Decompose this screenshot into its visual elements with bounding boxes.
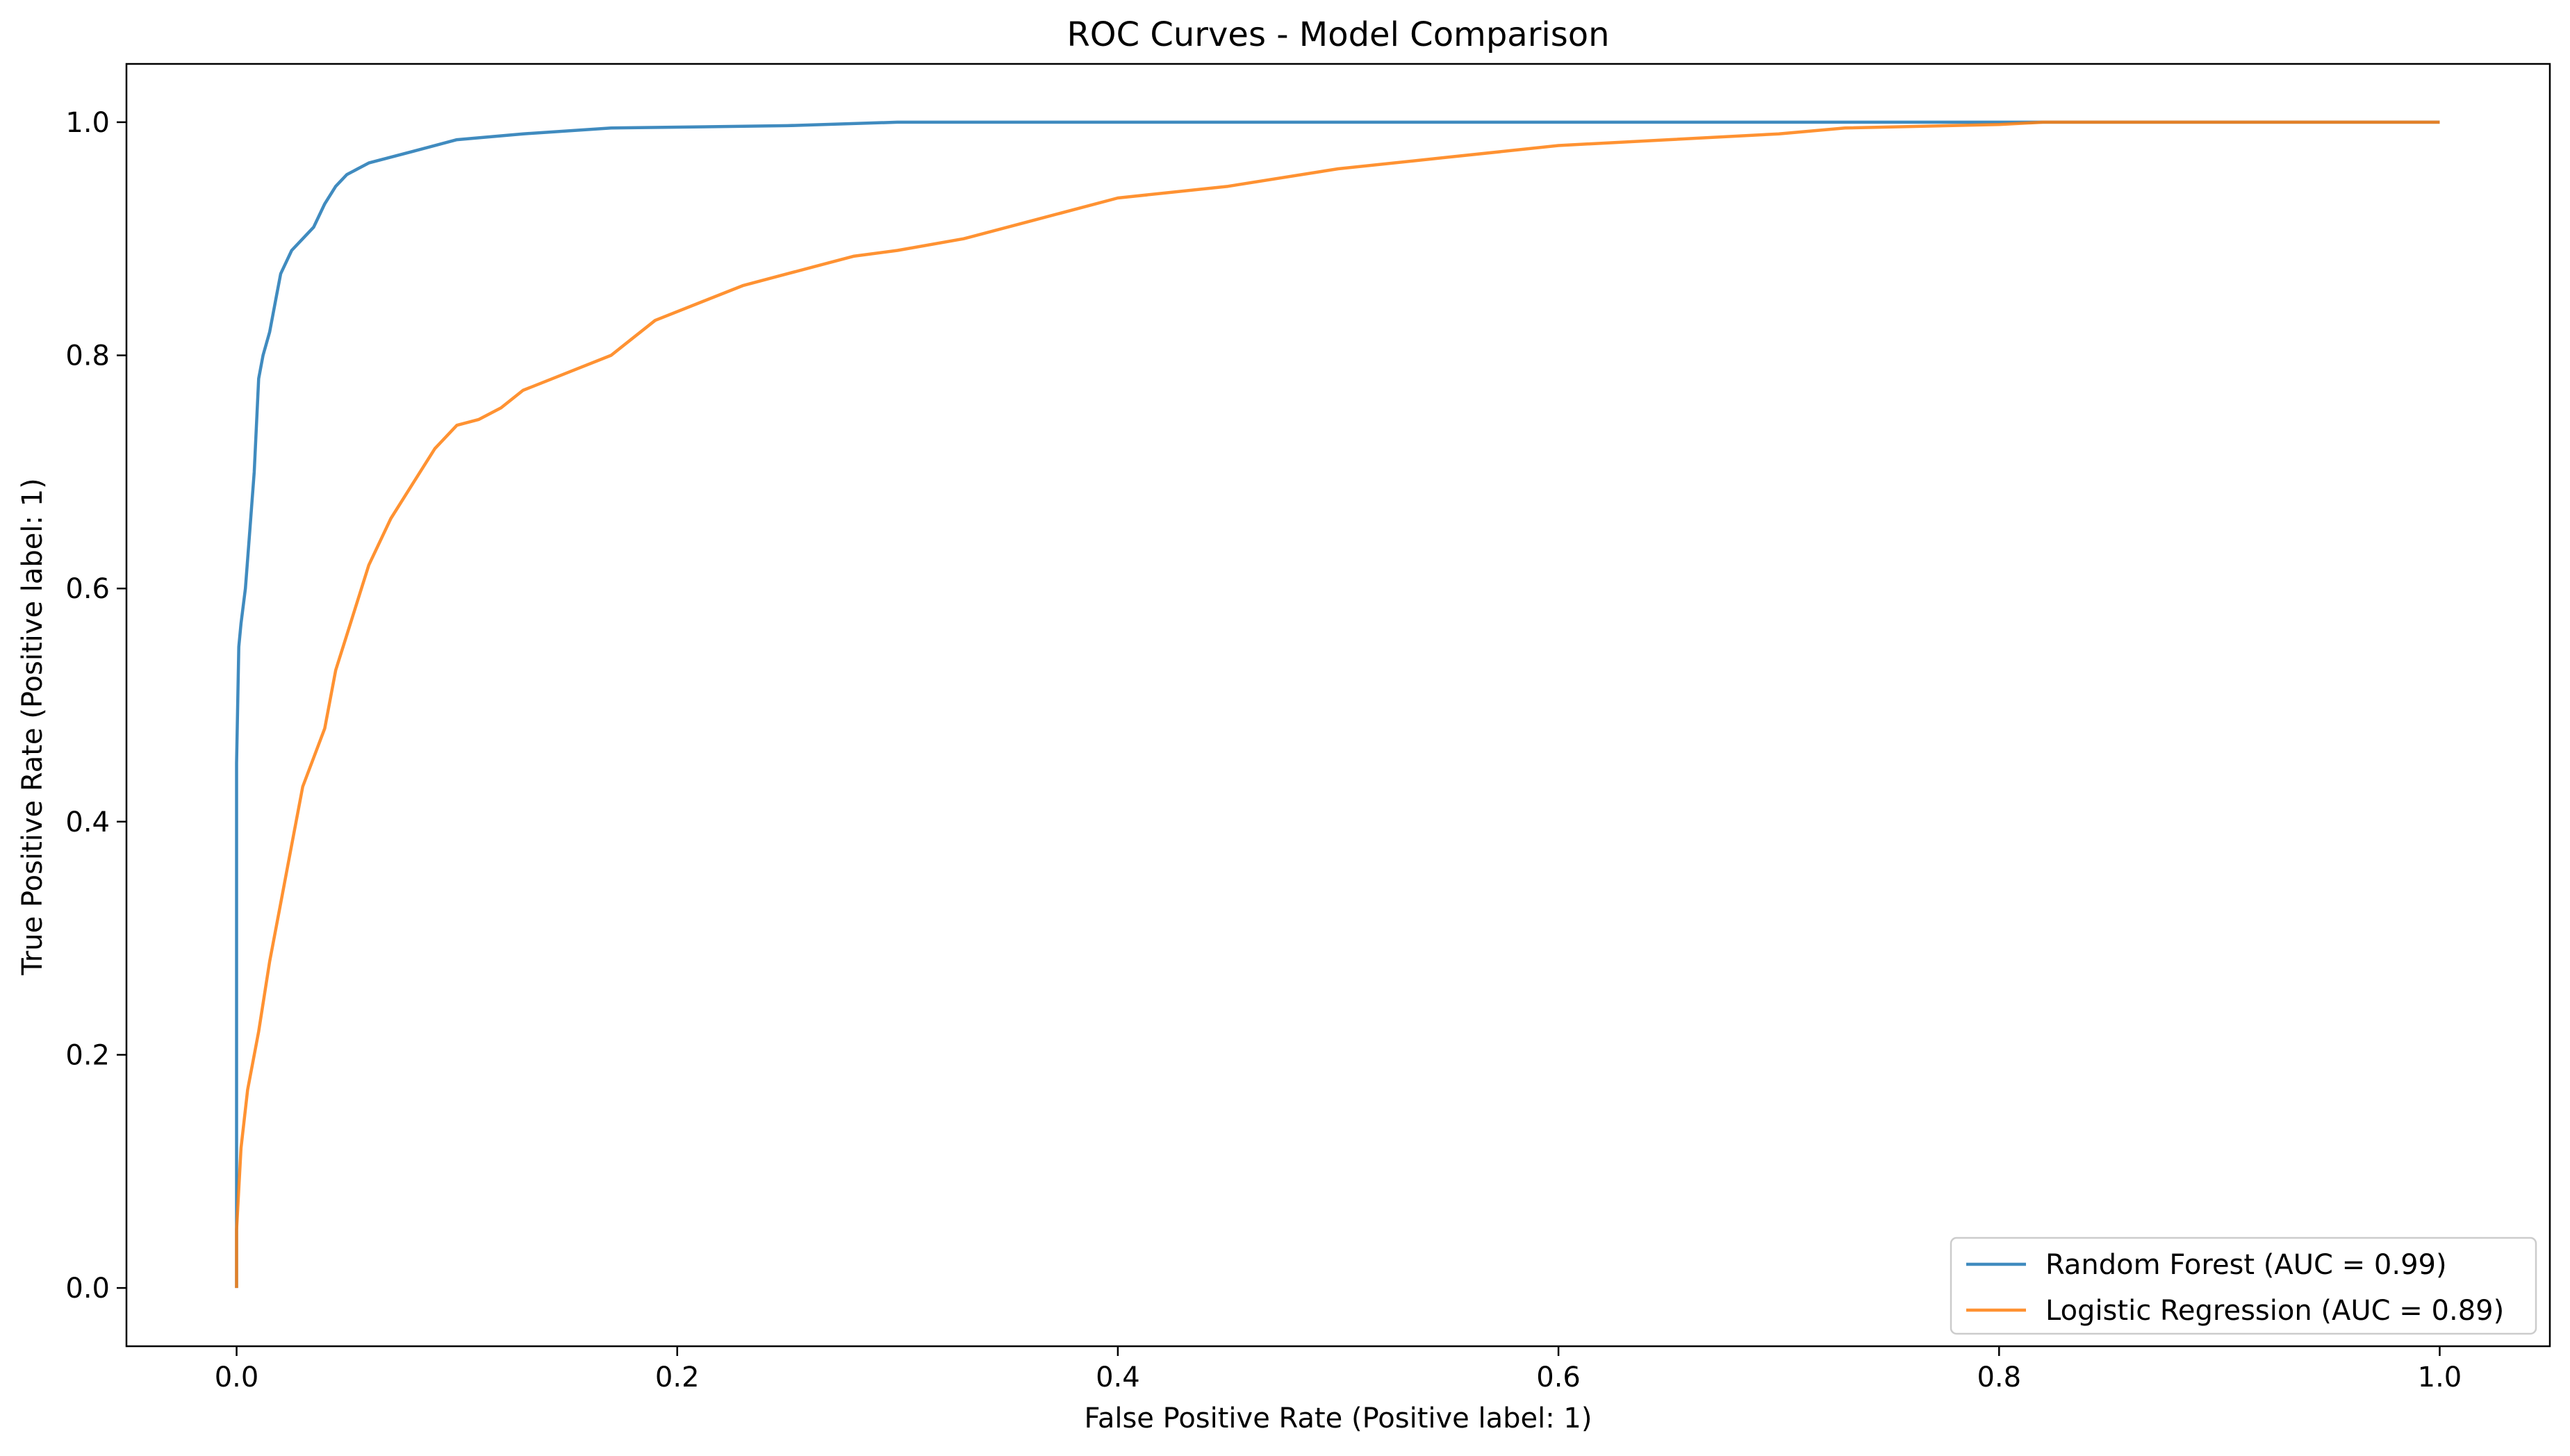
x-tick-label: 0.0 — [215, 1362, 259, 1393]
x-tick-label: 0.8 — [1977, 1362, 2021, 1393]
y-axis-label: True Positive Rate (Positive label: 1) — [17, 478, 49, 976]
legend-label: Random Forest (AUC = 0.99) — [2045, 1249, 2447, 1281]
plot-frame — [125, 63, 2551, 1348]
y-tick-label: 0.0 — [65, 1273, 110, 1305]
plot-area: 0.0 0.2 0.4 0.6 0.8 1.0 0.0 0.2 0.4 0.6 0.8 1.0 — [65, 63, 2551, 1393]
x-tick-label: 0.6 — [1536, 1362, 1581, 1393]
y-tick-label: 0.2 — [65, 1039, 110, 1071]
y-tick-label: 0.8 — [65, 340, 110, 372]
y-tick-label: 0.4 — [65, 806, 110, 838]
series-line-logistic-regression — [235, 120, 2440, 1289]
legend-label: Logistic Regression (AUC = 0.89) — [2045, 1295, 2504, 1327]
legend-box — [1950, 1236, 2537, 1335]
x-axis-label: False Positive Rate (Positive label: 1) — [1085, 1403, 1592, 1434]
chart-title: ROC Curves - Model Comparison — [1066, 15, 1609, 54]
series-line-random-forest — [235, 120, 2440, 1289]
y-tick-label: 0.6 — [65, 573, 110, 605]
x-tick-label: 0.4 — [1096, 1362, 1140, 1393]
x-tick-label: 1.0 — [2418, 1362, 2462, 1393]
legend: Random Forest (AUC = 0.99) Logistic Regre… — [1950, 1236, 2537, 1335]
x-tick-label: 0.2 — [655, 1362, 700, 1393]
y-tick-label: 1.0 — [65, 107, 110, 139]
